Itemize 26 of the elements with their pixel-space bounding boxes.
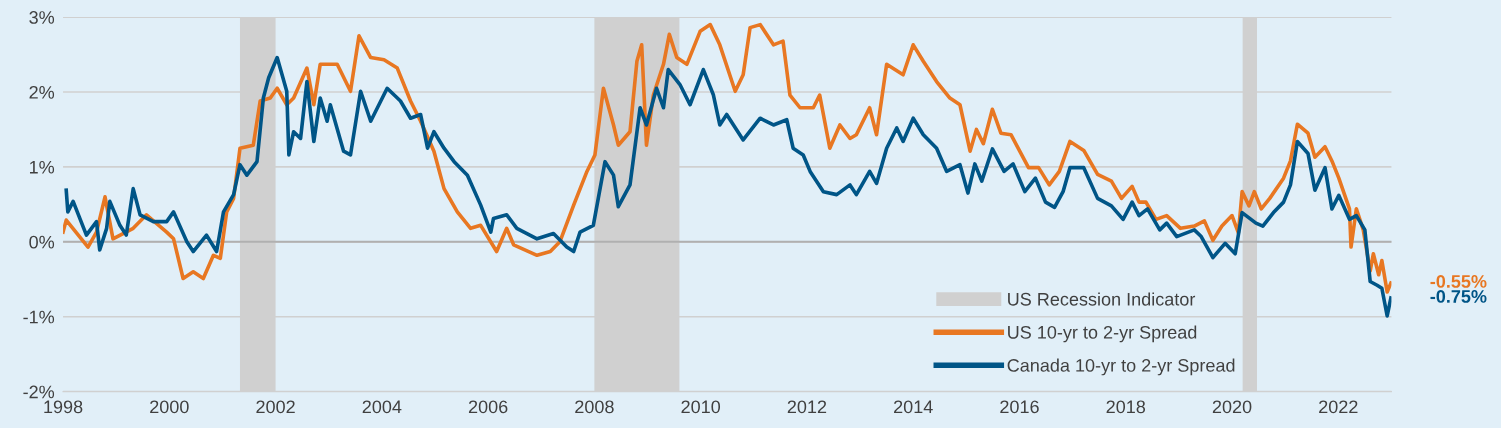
legend-label: US 10-yr to 2-yr Spread bbox=[1008, 325, 1197, 343]
x-tick-label: 2002 bbox=[256, 400, 295, 414]
annotation: US Recession Indicator bbox=[1008, 292, 1196, 306]
y-tick-label: 0% bbox=[29, 235, 55, 249]
annotation: -0.55% bbox=[1430, 275, 1487, 288]
y-tick-label: 3% bbox=[29, 11, 55, 24]
x-tick-label: 2018 bbox=[1106, 400, 1146, 414]
annotation: -0.75% bbox=[1430, 290, 1487, 303]
x-tick-label: 2008 bbox=[575, 400, 614, 414]
y-tick-label: -2% bbox=[23, 385, 55, 399]
y-tick-label: -1% bbox=[23, 310, 55, 324]
x-tick-label: 2012 bbox=[787, 400, 827, 414]
x-tick-label: 2000 bbox=[150, 400, 189, 414]
x-tick-label: 1998 bbox=[44, 400, 83, 414]
x-tick-label: 2006 bbox=[468, 400, 508, 414]
line-series bbox=[63, 22, 1392, 294]
y-tick-label: 2% bbox=[29, 85, 55, 99]
x-tick-label: 2016 bbox=[1000, 400, 1039, 414]
line-series bbox=[64, 55, 1392, 318]
x-tick-label: 2014 bbox=[894, 400, 933, 414]
x-tick-label: 2010 bbox=[681, 400, 721, 414]
x-tick-label: 2022 bbox=[1319, 400, 1358, 414]
x-tick-label: 2004 bbox=[362, 400, 402, 414]
y-tick-label: 1% bbox=[29, 160, 55, 174]
x-tick-label: 2020 bbox=[1212, 400, 1252, 414]
legend-label: Canada 10-yr to 2-yr Spread bbox=[1007, 358, 1235, 376]
